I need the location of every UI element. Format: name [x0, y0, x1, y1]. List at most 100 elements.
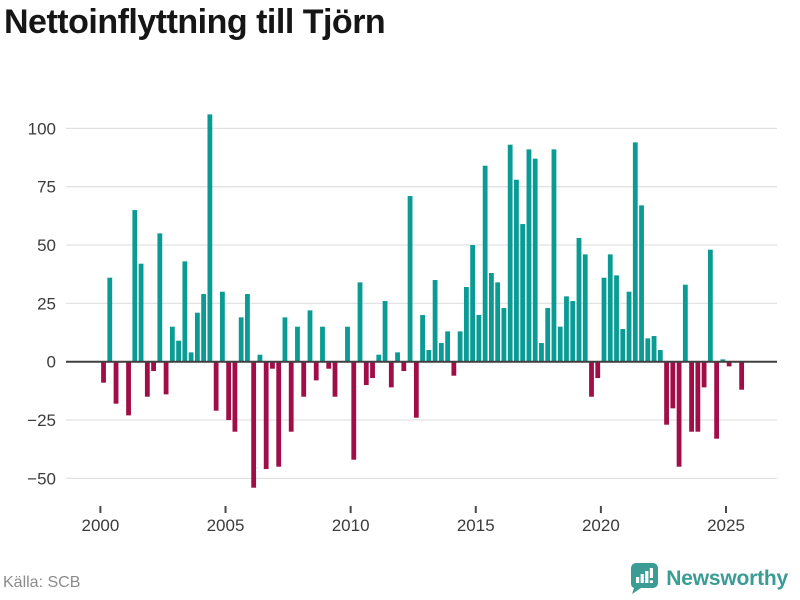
bar-2004-q4 [219, 291, 225, 362]
bar-2012-q3 [413, 361, 419, 418]
newsworthy-logo: Newsworthy [629, 562, 788, 595]
bar-2021-q1 [626, 291, 632, 362]
bar-2001-q4 [144, 361, 150, 397]
bar-2024-q3 [714, 361, 720, 439]
bar-2008-q1 [301, 361, 307, 397]
bar-2006-q4 [270, 361, 275, 369]
x-axis-label: 2020 [582, 516, 620, 535]
bar-2020-q1 [601, 277, 607, 362]
bar-2012-q1 [401, 361, 407, 372]
bar-2011-q4 [395, 352, 400, 362]
x-axis-label: 2005 [207, 516, 245, 535]
bar-2011-q1 [376, 354, 382, 362]
bar-2012-q2 [407, 196, 413, 362]
bar-2023-q1 [676, 361, 682, 467]
bar-2022-q1 [651, 336, 657, 362]
bar-2008-q3 [313, 361, 319, 381]
footer: Källa: SCB Newsworthy [0, 558, 800, 600]
plot-area: 100 75 50 25 0 −25 −50 2000 2005 2010 2015 2020 2025 [27, 114, 777, 535]
bar-2005-q4 [245, 294, 250, 362]
chart-title: Nettoinflyttning till Tjörn [4, 3, 386, 41]
y-axis-label: 50 [37, 236, 56, 255]
bar-2005-q1 [226, 361, 232, 421]
bar-2020-q3 [614, 275, 619, 362]
bar-2013-q2 [432, 280, 438, 362]
bar-2002-q3 [163, 361, 169, 395]
bar-2024-q2 [707, 249, 713, 362]
bar-2014-q2 [457, 331, 463, 362]
bar-2012-q4 [420, 315, 425, 362]
bar-2017-q1 [526, 149, 532, 362]
bar-2014-q4 [470, 245, 476, 362]
bar-2002-q4 [169, 326, 175, 362]
bar-2021-q2 [632, 142, 638, 362]
bar-2022-q4 [670, 361, 676, 409]
y-axis-label: 25 [37, 294, 56, 313]
bar-2017-q2 [532, 158, 538, 362]
bar-2004-q1 [201, 294, 207, 362]
bar-2016-q2 [507, 144, 513, 362]
bar-2025-q1 [726, 361, 732, 367]
bar-2020-q2 [607, 254, 613, 362]
bar-2021-q3 [639, 205, 644, 362]
bar-2008-q2 [307, 310, 313, 362]
bar-2006-q3 [263, 361, 269, 470]
newsworthy-wordmark: Newsworthy [666, 566, 788, 590]
bar-2025-q3 [739, 361, 745, 390]
bar-2013-q3 [438, 343, 444, 362]
bar-2019-q2 [582, 254, 588, 362]
bar-2010-q1 [351, 361, 357, 460]
bar-chart-speech-bubble-icon [631, 563, 659, 594]
bar-2018-q4 [570, 301, 576, 362]
bar-2015-q4 [495, 282, 501, 362]
bar-2024-q1 [701, 361, 707, 388]
bar-2024-q4 [720, 359, 726, 362]
bar-2015-q3 [489, 273, 494, 362]
bar-2009-q1 [326, 361, 332, 369]
bar-2007-q2 [282, 317, 288, 362]
bar-2018-q2 [557, 326, 563, 362]
bar-2007-q1 [276, 361, 282, 467]
bar-2016-q3 [514, 179, 519, 362]
bar-2022-q2 [657, 350, 663, 362]
bar-2002-q2 [157, 233, 163, 362]
bar-2009-q2 [332, 361, 338, 397]
bar-2009-q4 [345, 326, 350, 362]
bar-2003-q4 [194, 312, 200, 362]
x-axis-label: 2000 [81, 516, 119, 535]
bar-2001-q3 [138, 263, 144, 362]
x-axis-label: 2025 [707, 516, 745, 535]
source-label: Källa: SCB [3, 574, 81, 591]
bar-2003-q3 [188, 352, 194, 362]
bar-2005-q2 [232, 361, 238, 432]
bar-2018-q3 [564, 296, 569, 362]
bar-2000-q1 [101, 361, 106, 383]
bar-2007-q4 [295, 326, 300, 362]
bar-2014-q1 [451, 361, 457, 376]
bar-2010-q3 [363, 361, 369, 386]
bar-2004-q3 [213, 361, 219, 411]
bar-2020-q4 [620, 329, 626, 362]
bar-2003-q1 [176, 340, 181, 362]
bar-2015-q1 [476, 315, 482, 362]
bar-2008-q4 [320, 326, 325, 362]
bar-2018-q1 [551, 149, 557, 362]
bar-2004-q2 [207, 114, 213, 362]
bar-2006-q2 [257, 354, 263, 362]
bar-2016-q1 [501, 308, 507, 362]
x-axis-label: 2010 [332, 516, 370, 535]
bar-2010-q2 [357, 282, 363, 362]
bar-2014-q3 [463, 287, 469, 362]
bar-2010-q4 [370, 361, 375, 379]
y-axis-label: −50 [27, 469, 56, 488]
bar-2006-q1 [251, 361, 257, 488]
bar-2011-q3 [388, 361, 394, 388]
bar-2017-q4 [545, 308, 551, 362]
bar-2016-q4 [520, 224, 526, 362]
x-axis-label: 2015 [457, 516, 495, 535]
bar-2013-q4 [445, 331, 451, 362]
bar-2007-q3 [288, 361, 294, 432]
bar-2013-q1 [426, 350, 432, 362]
bar-2001-q1 [126, 361, 131, 416]
